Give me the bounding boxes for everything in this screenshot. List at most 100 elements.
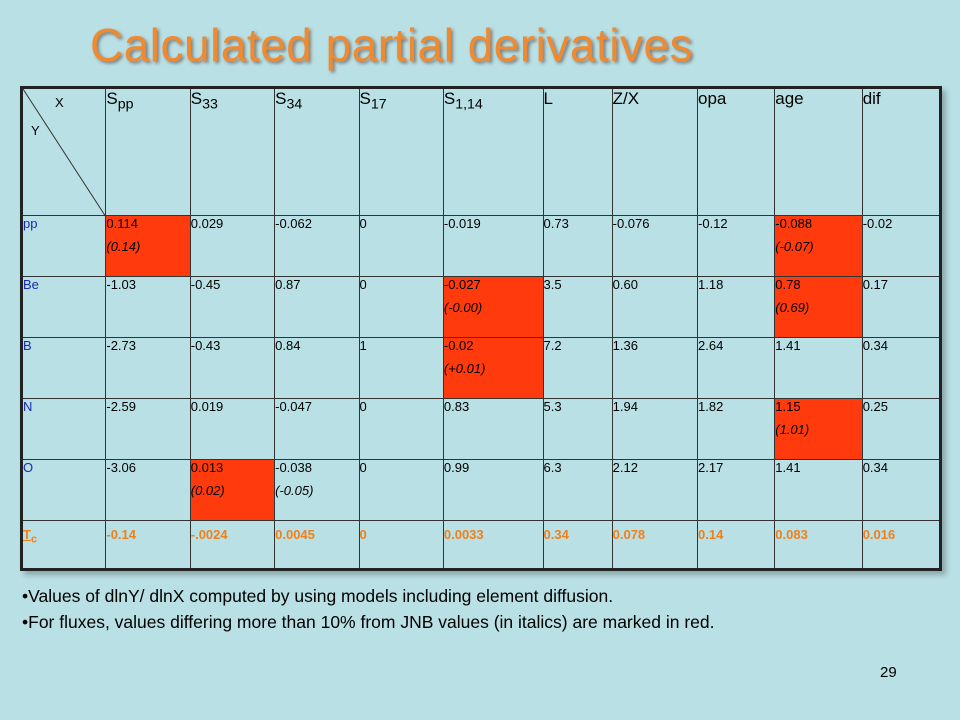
table-cell: 0.60 <box>611 276 699 338</box>
cell-value: -3.06 <box>106 460 137 475</box>
cell-value: 0.34 <box>862 338 888 353</box>
table-cell: 0.0045 <box>274 520 360 570</box>
jnb-value: (0.02) <box>190 483 225 498</box>
cell-value: 0 <box>359 460 367 475</box>
table-row: O -3.06 0.013 (0.02) -0.038 (-0.05) 0 0.99 6.3 2.… <box>20 459 942 521</box>
table-cell: -0.45 <box>189 276 276 338</box>
cell-value: 2.17 <box>698 460 724 475</box>
cell-value: 0.84 <box>275 338 301 353</box>
row-label: pp <box>20 215 107 277</box>
table-cell: 0.016 <box>861 520 942 570</box>
cell-value: -2.59 <box>106 399 137 414</box>
table-cell: 0.14 <box>697 520 776 570</box>
highlighted-cell: 1.15 (1.01) <box>774 398 863 460</box>
corner-x-label: X <box>55 95 64 110</box>
cell-value: 3.5 <box>543 277 562 292</box>
cell-value: -0.02 <box>443 338 474 353</box>
table-cell: 0 <box>358 398 444 460</box>
jnb-value: (0.14) <box>106 239 141 254</box>
table-cell: -0.02 <box>861 215 942 277</box>
table-cell: 6.3 <box>542 459 613 521</box>
cell-value: -0.088 <box>775 216 813 231</box>
jnb-value: (-0.00) <box>443 300 483 315</box>
cell-value: 0 <box>359 399 367 414</box>
table-cell: 0 <box>358 459 444 521</box>
cell-value: 1.82 <box>698 399 724 414</box>
table-cell: -.0024 <box>189 520 276 570</box>
cell-value: 0.73 <box>543 216 569 231</box>
column-header: Z/X <box>611 87 699 216</box>
table-cell: 2.12 <box>611 459 699 521</box>
cell-value: 2.64 <box>698 338 724 353</box>
jnb-value: (0.69) <box>775 300 810 315</box>
cell-value: 0 <box>359 277 367 292</box>
cell-value: 0.99 <box>443 460 470 475</box>
table-cell: 0.019 <box>189 398 276 460</box>
jnb-value: (-0.05) <box>275 483 314 498</box>
highlighted-cell: 0.013 (0.02) <box>189 459 276 521</box>
cell-value: -0.027 <box>443 277 481 292</box>
row-label: Tc <box>20 520 107 570</box>
table-cell: 0.25 <box>861 398 942 460</box>
cell-value: 0.029 <box>190 216 224 231</box>
column-header: Spp <box>105 87 191 216</box>
table-cell: 0.078 <box>611 520 699 570</box>
tc-row: Tc -0.14 -.0024 0.0045 0 0.0033 0.34 0.0… <box>20 520 942 570</box>
page-number: 29 <box>880 664 897 681</box>
table-cell: 1.41 <box>774 337 863 399</box>
cell-value: 0.013 <box>190 460 224 475</box>
cell-value: 1.41 <box>775 460 801 475</box>
cell-value: 0.78 <box>775 277 801 292</box>
corner-diagonal <box>23 89 106 217</box>
table-row: Be -1.03 -0.45 0.87 0 -0.027 (-0.00) 3.5 0.60 1.1… <box>20 276 942 338</box>
highlighted-cell: -0.02 (+0.01) <box>442 337 544 399</box>
table-cell: 0.0033 <box>442 520 544 570</box>
row-label: N <box>20 398 107 460</box>
cell-value: 1.18 <box>698 277 724 292</box>
table-row: pp 0.114 (0.14) 0.029 -0.062 0 -0.019 0.73 -0.07… <box>20 215 942 277</box>
table-cell: 0.73 <box>542 215 613 277</box>
table-cell: 0 <box>358 215 444 277</box>
footnotes: •Values of dlnY/ dlnX computed by using … <box>22 583 922 635</box>
table-cell: 0 <box>358 276 444 338</box>
column-header: S17 <box>358 87 444 216</box>
table-cell: 0.87 <box>274 276 360 338</box>
table-cell: 0.34 <box>542 520 613 570</box>
cell-value: 0.60 <box>612 277 638 292</box>
column-header: age <box>774 87 863 216</box>
cell-value: -0.019 <box>443 216 481 231</box>
slide-title: Calculated partial derivatives <box>90 19 694 71</box>
row-label: Be <box>20 276 107 338</box>
table-cell: -1.03 <box>105 276 191 338</box>
cell-value: 0.83 <box>443 399 470 414</box>
table-cell: 5.3 <box>542 398 613 460</box>
cell-value: -2.73 <box>106 338 137 353</box>
footnote: •For fluxes, values differing more than … <box>22 612 715 632</box>
highlighted-cell: -0.027 (-0.00) <box>442 276 544 338</box>
corner-y-label: Y <box>31 123 40 138</box>
table-cell: 1.36 <box>611 337 699 399</box>
table-cell: -2.73 <box>105 337 191 399</box>
cell-value: -0.02 <box>862 216 893 231</box>
column-header: opa <box>697 87 776 216</box>
table-cell: -0.019 <box>442 215 544 277</box>
table-cell: 0.84 <box>274 337 360 399</box>
table-cell: 1.82 <box>697 398 776 460</box>
cell-value: 6.3 <box>543 460 562 475</box>
table-cell: 2.64 <box>697 337 776 399</box>
table-cell: 1 <box>358 337 444 399</box>
row-label: O <box>20 459 107 521</box>
cell-value: -0.062 <box>275 216 312 231</box>
table-cell: -0.047 <box>274 398 360 460</box>
table-cell: 0.34 <box>861 459 942 521</box>
table-cell: 7.2 <box>542 337 613 399</box>
table-row: N -2.59 0.019 -0.047 0 0.83 5.3 1.94 1.82 1.15 (1.… <box>20 398 942 460</box>
cell-value: 5.3 <box>543 399 562 414</box>
table-cell: 1.41 <box>774 459 863 521</box>
cell-value: 1.36 <box>612 338 638 353</box>
table-cell: 1.18 <box>697 276 776 338</box>
table-cell: 0.029 <box>189 215 276 277</box>
header-row: X Y Spp S33 S34 S17 S1,14 L Z/X opa age … <box>20 87 942 217</box>
table-cell: -2.59 <box>105 398 191 460</box>
cell-value: 0.25 <box>862 399 888 414</box>
